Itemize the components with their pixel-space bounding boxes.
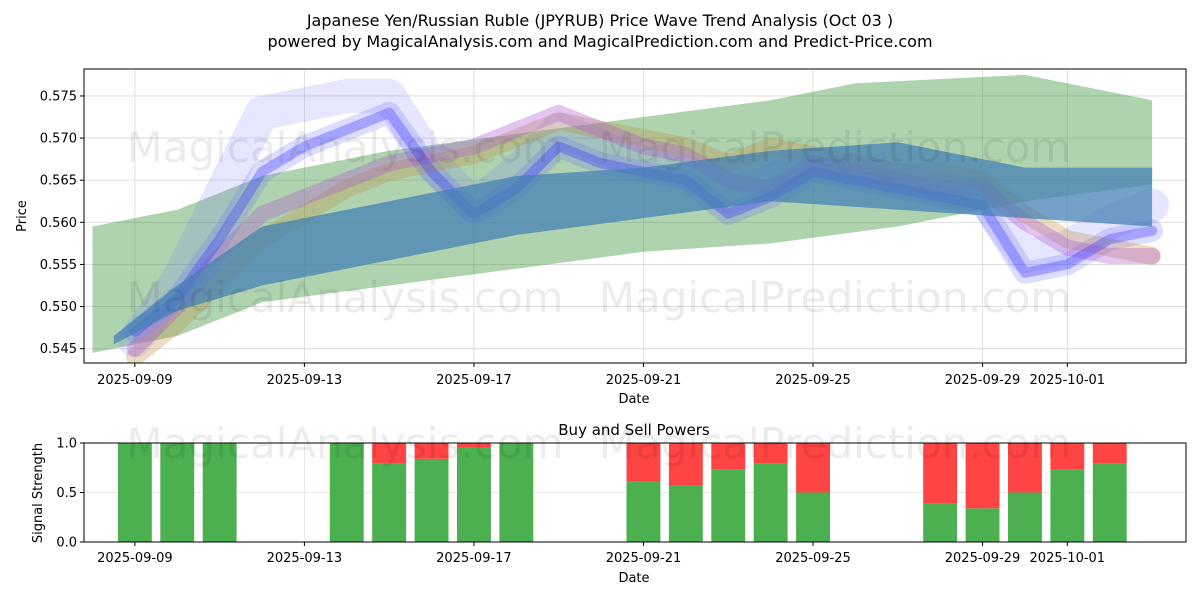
top-y-tick-label: 0.545 (40, 342, 77, 357)
sell-power-bar (753, 443, 788, 464)
watermark-analysis-top: MagicalAnalysis.com (127, 123, 564, 172)
top-y-tick-label: 0.550 (40, 300, 77, 315)
bottom-y-tick-label: 0.5 (56, 486, 77, 501)
top-y-tick-label: 0.565 (40, 174, 77, 189)
buy-power-bar (160, 443, 195, 542)
buy-power-bar (965, 508, 1000, 542)
buy-sell-chart: Buy and Sell Powers MagicalAnalysis.com … (31, 419, 1187, 586)
top-x-tick-label: 2025-09-17 (436, 373, 512, 388)
top-x-tick-label: 2025-09-21 (606, 373, 682, 388)
top-y-axis: 0.545 0.550 0.555 0.560 0.565 0.570 0.575 (40, 89, 84, 357)
buy-power-bar (1008, 492, 1042, 542)
sell-power-bar (1092, 443, 1127, 464)
top-x-tick-label: 2025-09-29 (945, 373, 1021, 388)
bottom-x-axis: 2025-09-09 2025-09-13 2025-09-17 2025-09-21… (97, 542, 1105, 566)
price-wave-chart: MagicalAnalysis.com MagicalPrediction.co… (15, 68, 1187, 407)
sell-power-bar (1008, 443, 1042, 493)
sell-power-bar (796, 443, 830, 493)
sell-power-bar (372, 443, 407, 464)
buy-power-bar (753, 463, 788, 542)
buy-power-bar (1092, 463, 1127, 542)
top-x-axis: 2025-09-09 2025-09-13 2025-09-17 2025-09-21… (97, 363, 1105, 388)
sell-power-bar (414, 443, 449, 459)
bottom-chart-title: Buy and Sell Powers (558, 421, 710, 439)
buy-power-bar (711, 469, 746, 542)
watermark-analysis-mid: MagicalAnalysis.com (127, 273, 564, 322)
watermark-prediction-mid: MagicalPrediction.com (599, 273, 1072, 322)
bottom-x-tick-label: 2025-09-21 (606, 551, 682, 566)
buy-power-bar (668, 485, 703, 542)
bottom-x-tick-label: 2025-09-17 (436, 551, 512, 566)
bottom-y-tick-label: 1.0 (56, 437, 77, 452)
steel-channel-band (113, 142, 1153, 345)
sell-power-bar (711, 443, 746, 470)
bottom-x-axis-label: Date (618, 571, 649, 586)
sell-power-bar (457, 443, 491, 448)
buy-power-bar (626, 481, 661, 542)
top-y-tick-label: 0.570 (40, 132, 77, 147)
top-x-tick-label: 2025-10-01 (1030, 373, 1106, 388)
bottom-x-tick-label: 2025-09-09 (97, 551, 173, 566)
top-y-tick-label: 0.560 (40, 216, 77, 231)
buy-power-bar (923, 503, 958, 542)
bottom-y-axis: 0.0 0.5 1.0 (56, 437, 84, 551)
sell-power-bar (965, 443, 1000, 509)
top-x-axis-label: Date (618, 392, 649, 407)
buy-power-bar (329, 443, 364, 542)
top-plot-frame (83, 68, 1187, 364)
buy-sell-bars (117, 443, 1127, 542)
bottom-x-tick-label: 2025-10-01 (1030, 551, 1106, 566)
top-x-tick-label: 2025-09-09 (97, 373, 173, 388)
buy-power-bar (372, 463, 407, 542)
top-y-tick-label: 0.555 (40, 258, 77, 273)
bottom-x-tick-label: 2025-09-13 (267, 551, 343, 566)
bottom-y-tick-label: 0.0 (56, 536, 77, 551)
bottom-x-tick-label: 2025-09-29 (945, 551, 1021, 566)
top-grid (84, 69, 1186, 363)
sell-power-bar (668, 443, 703, 486)
sell-power-bar (1050, 443, 1085, 470)
bottom-x-tick-label: 2025-09-25 (775, 551, 851, 566)
buy-power-bar (499, 443, 534, 542)
chart-title-line1: Japanese Yen/Russian Ruble (JPYRUB) Pric… (306, 11, 893, 30)
chart-title-line2: powered by MagicalAnalysis.com and Magic… (267, 32, 932, 51)
buy-power-bar (117, 443, 152, 542)
buy-power-bar (414, 458, 449, 542)
buy-power-bar (202, 443, 237, 542)
top-y-tick-label: 0.575 (40, 89, 77, 104)
sell-power-bar (626, 443, 661, 482)
sell-power-bar (923, 443, 958, 504)
watermark-prediction-top: MagicalPrediction.com (599, 123, 1072, 172)
top-wave-bands (92, 74, 1170, 363)
top-x-tick-label: 2025-09-25 (775, 373, 851, 388)
bottom-y-axis-label: Signal Strength (31, 443, 46, 543)
top-y-axis-label: Price (15, 200, 30, 232)
top-x-tick-label: 2025-09-13 (267, 373, 343, 388)
buy-power-bar (796, 492, 830, 542)
buy-power-bar (1050, 469, 1085, 542)
buy-power-bar (457, 447, 491, 542)
